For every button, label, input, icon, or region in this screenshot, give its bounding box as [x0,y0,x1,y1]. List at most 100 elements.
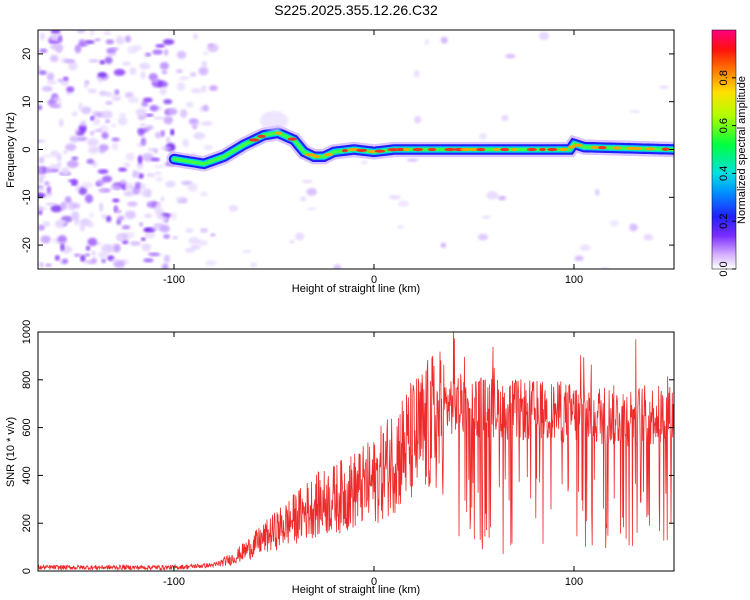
spectrogram-noise-blob [41,85,53,92]
spectrogram-noise-blob [121,239,129,245]
spectrogram-ridge-hotspot [469,147,478,152]
spectrogram-ridge [166,110,674,172]
spectrogram-noise-blob [189,72,197,77]
spectrogram-noise-blob [62,149,68,155]
spectrogram-ridge-hotspot [304,153,317,157]
spectrogram-noise-blob [65,143,77,152]
spectrogram-noise-blob [178,76,190,81]
spectrogram-noise-blob [136,161,144,170]
spectrogram-noise-blob [87,237,98,247]
spectrogram-noise-blob [406,158,419,162]
snr-y-ticks: 0 200 400 600 800 1000 [21,320,674,574]
spectrogram-noise-blob [84,253,90,257]
spectrogram-noise-blob [47,80,57,85]
spectrogram-noise-blob [105,91,112,97]
spectrogram-noise-blob [102,175,113,183]
spectrogram-noise-blob [48,164,61,169]
spectrogram-noise-blob [190,88,202,94]
spectrogram-noise-blob [39,32,45,41]
spectrogram-noise-blob [110,184,121,191]
spectrogram-noise-blob [76,30,86,34]
spectrogram-ridge-hotspot [412,147,424,152]
spectrogram-noise-blob [49,54,59,63]
spectrogram-noise-blob [152,49,163,55]
spectrogram-noise-blob [163,115,174,125]
spectrogram-noise-blob [42,154,52,158]
spectrogram-noise-blob [210,233,216,237]
spectrogram-noise-blob [110,258,120,263]
spectrogram-noise-blob [117,116,128,126]
spectrogram-noise-blob [86,158,95,165]
spectrogram-noise-blob [629,109,641,114]
spectrogram-ridge-halo [260,110,288,131]
spectrogram-noise-blob [124,210,136,220]
spectrogram-noise-blob [396,225,404,229]
spectrogram-noise-blob [643,233,654,241]
spectrogram-noise-blob [101,243,113,253]
spectrogram-noise-blob [149,104,159,112]
spectrogram-noise-blob [609,219,620,227]
spectrogram-noise-blob [39,48,48,53]
spectrogram-x-tick-label: 100 [565,274,583,286]
spectrogram-noise-blob [127,96,140,104]
snr-y-axis-label: SNR (10 * v/v) [5,417,17,487]
spectrogram-noise-blob [109,47,120,51]
spectrogram-noise-blob [45,202,57,206]
spectrogram-noise-blob [111,123,116,128]
spectrogram-ridge-hotspot [460,147,472,152]
spectrogram-noise-blob [307,207,317,211]
spectrogram-noise-blob [121,225,131,230]
spectrogram-noise-blob [45,263,52,267]
spectrogram-noise-blob [300,196,307,202]
spectrogram-noise-blob [595,189,600,196]
spectrogram-ridge-hotspot [275,131,283,135]
spectrogram-noise-blob [250,262,257,268]
spectrogram-noise-blob [163,234,171,239]
spectrogram-y-tick-label: 20 [21,48,33,60]
spectrogram-noise-blob [62,258,69,264]
spectrogram-noise-blob [101,258,106,264]
spectrogram-noise-blob [89,30,95,37]
spectrogram-noise-blob [165,180,176,188]
spectrogram-ridge-hotspot [356,148,368,153]
spectrogram-noise-blob [38,185,44,189]
spectrogram-ridge-hotspot [476,147,486,152]
spectrogram-noise-blob [147,147,158,152]
spectrogram-noise-blob [68,61,78,71]
spectrogram-noise-blob [98,144,109,152]
spectrogram-noise-blob [159,86,167,96]
spectrogram-ridge-hotspot [403,147,410,152]
spectrogram-noise-blob [122,61,131,66]
spectrogram-noise-blob [161,145,172,151]
spectrogram-noise-blob [78,186,88,196]
spectrogram-ridge-hotspot [573,143,583,147]
spectrogram-noise-blob [66,86,75,93]
spectrogram-noise-blob [185,228,194,234]
spectrogram-ridge-hotspot [558,147,569,152]
spectrogram-noise-blob [140,237,146,241]
spectrogram-noise-blob [50,33,61,42]
spectrogram-noise-blob [198,66,209,76]
spectrogram-noise-blob [50,30,61,35]
spectrogram-noise-blob [45,167,53,174]
spectrogram-noise-blob [87,137,99,147]
spectrogram-noise-blob [190,244,201,250]
spectrogram-noise-blob [155,176,163,182]
spectrogram-noise-blob [144,231,156,239]
spectrogram-noise-blob [53,96,58,102]
spectrogram-noise-blob [165,107,178,116]
colorbar-label: Normalized spectral amplitude [736,76,748,224]
snr-panel: -100 0 100 0 200 400 600 800 1000 Height of str… [5,320,675,596]
spectrogram-noise-blob [72,202,81,209]
spectrogram-noise-blob [78,124,87,133]
spectrogram-noise-blob [132,170,140,178]
spectrogram-noise-blob [497,195,507,201]
snr-y-tick-label: 0 [21,568,33,574]
spectrogram-noise-blob [161,215,168,223]
spectrogram-noise-blob [80,120,87,127]
spectrogram-noise-blob [477,233,489,241]
spectrogram-noise-blob [105,119,111,124]
spectrogram-noise-blob [92,117,101,126]
spectrogram-noise-blob [103,31,112,36]
